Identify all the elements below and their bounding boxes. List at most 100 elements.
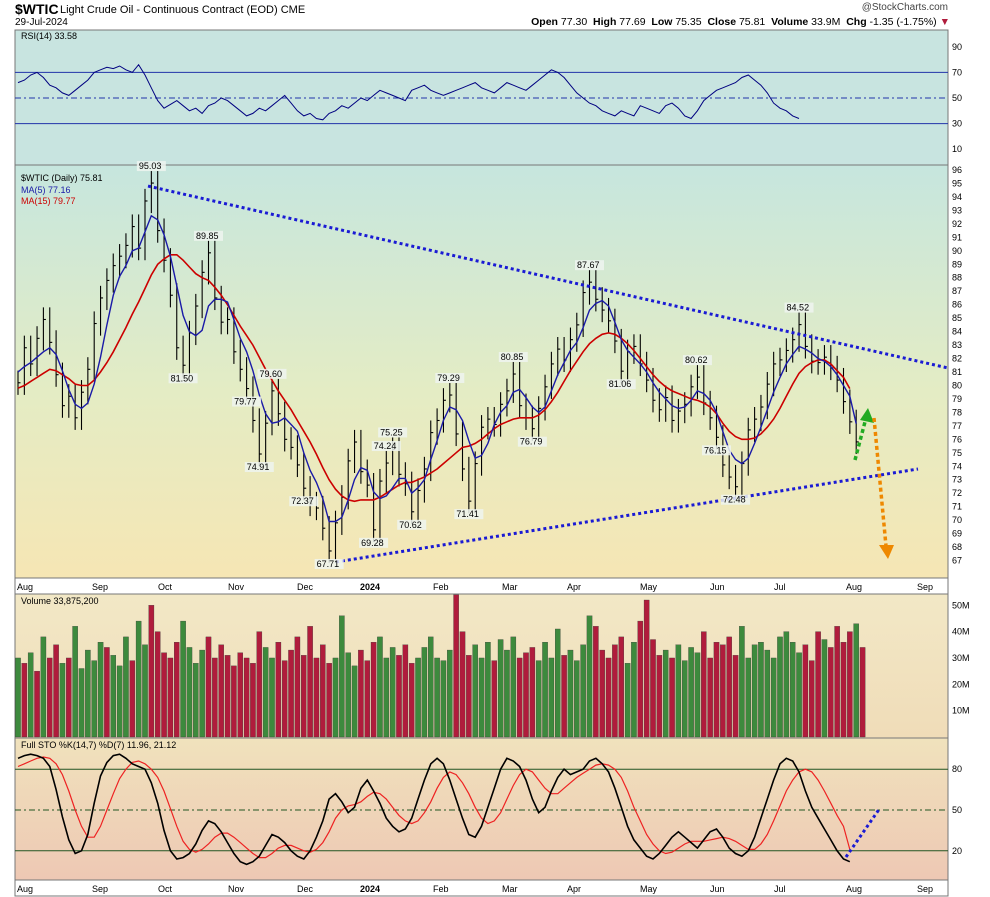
volume-bar (72, 626, 78, 738)
volume-bar (415, 657, 421, 738)
rsi-tick-label: 50 (952, 93, 962, 103)
rsi-tick-label: 10 (952, 144, 962, 154)
annotation-box (359, 537, 389, 548)
price-annotation-label: 69.28 (361, 538, 384, 548)
volume-bar (256, 631, 263, 738)
volume-bar (345, 652, 351, 738)
volume-bar (485, 642, 491, 738)
volume-bar (294, 636, 301, 738)
volume-bar (789, 642, 796, 738)
price-annotation-label: 71.41 (456, 509, 479, 519)
volume-bar (637, 620, 644, 738)
annotation-box (575, 260, 604, 271)
volume-bar (300, 655, 307, 738)
symbol-label: $WTIC (15, 1, 59, 17)
month-label-top: May (640, 582, 658, 592)
open-value: 77.30 (560, 16, 588, 28)
annotation-box (289, 496, 319, 507)
annotation-box (168, 373, 198, 384)
volume-bar (593, 626, 599, 738)
high-value: 77.69 (619, 16, 646, 28)
volume-bar (129, 660, 136, 738)
volume-bar (427, 636, 434, 738)
month-label-bottom: 2024 (360, 884, 380, 894)
volume-bar (40, 636, 47, 738)
volume-bar (66, 657, 72, 738)
price-annotation-label: 87.67 (577, 260, 600, 270)
volume-bar (643, 599, 650, 738)
annotation-box (257, 368, 287, 379)
price-tick-label: 83 (952, 340, 962, 350)
price-tick-label: 94 (952, 192, 962, 202)
volume-bar (466, 655, 472, 738)
annotation-box (194, 230, 223, 241)
price-tick-label: 95 (952, 178, 962, 188)
annotation-box (244, 462, 274, 473)
price-tick-label: 88 (952, 273, 962, 283)
volume-bar (154, 631, 161, 738)
price-tick-label: 67 (952, 556, 962, 566)
ma15-line (17, 254, 851, 503)
volume-bar (720, 644, 726, 738)
volume-bar (27, 652, 34, 738)
volume-bar (529, 647, 536, 738)
price-annotation-label: 79.60 (260, 369, 283, 379)
volume-bar (542, 642, 548, 738)
price-tick-label: 76 (952, 434, 962, 444)
month-label-top: Sep (917, 582, 933, 592)
month-label-bottom: Sep (917, 884, 933, 894)
annotation-box (371, 441, 401, 452)
annotation-box (314, 558, 344, 569)
annotation-box (606, 379, 636, 390)
volume-bar (523, 652, 529, 738)
month-label-bottom: Jul (774, 884, 786, 894)
price-annotation-label: 81.06 (609, 379, 632, 389)
volume-bar (802, 644, 809, 738)
price-annotation-label: 72.37 (291, 496, 314, 506)
volume-bar (650, 639, 656, 738)
sto-k-line (17, 753, 851, 866)
volume-tick-label: 30M (952, 653, 970, 663)
volume-bar (135, 620, 142, 738)
volume-bar (199, 649, 205, 738)
volume-bar (421, 647, 428, 738)
volume-bar (726, 636, 732, 738)
price-tick-label: 74 (952, 461, 962, 471)
volume-bar (218, 644, 224, 738)
price-tick-label: 87 (952, 286, 962, 296)
chart-header: $WTIC Light Crude Oil - Continuous Contr… (0, 0, 990, 30)
volume-bar (567, 649, 574, 738)
price-annotation-label: 84.52 (787, 303, 810, 313)
volume-bar (516, 657, 523, 738)
volume-bar (694, 652, 701, 738)
volume-bar (339, 615, 345, 738)
volume-bar (828, 647, 834, 738)
price-tick-label: 80 (952, 380, 962, 390)
price-tick-label: 79 (952, 394, 962, 404)
annotation-box (517, 436, 547, 447)
volume-bar (250, 663, 256, 738)
volume-bar (440, 660, 447, 738)
down-triangle-icon: ▼ (939, 16, 950, 28)
price-annotation-label: 67.71 (317, 559, 340, 569)
volume-bar (364, 660, 370, 738)
price-tick-label: 69 (952, 529, 962, 539)
month-label-top: Sep (92, 582, 108, 592)
volume-bar (269, 657, 275, 738)
volume-bar (796, 652, 802, 738)
price-annotation-label: 74.91 (247, 462, 270, 472)
month-label-top: 2024 (360, 582, 380, 592)
volume-bar (701, 631, 707, 738)
volume-bar (97, 642, 104, 738)
volume-bar (770, 657, 777, 738)
annotation-box (232, 396, 262, 407)
volume-bar (815, 631, 821, 738)
volume-bar (497, 639, 504, 738)
volume-bar (142, 644, 148, 738)
change-value: -1.35 (-1.75%) (869, 16, 937, 28)
volume-bar (370, 642, 377, 738)
volume-bar (15, 657, 21, 738)
rsi-tick-label: 30 (952, 119, 962, 129)
month-label-bottom: Mar (502, 884, 518, 894)
